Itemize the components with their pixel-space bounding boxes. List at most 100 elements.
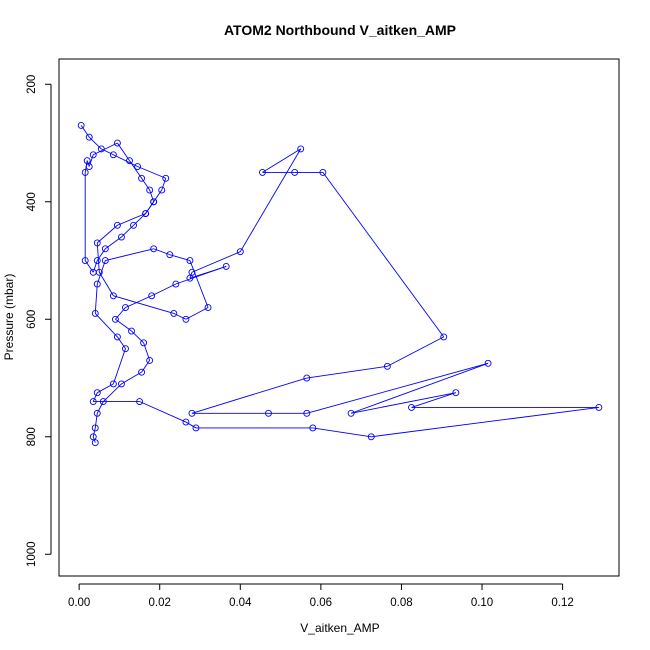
data-point (291, 168, 299, 176)
data-point (109, 380, 117, 388)
data-point (91, 424, 99, 432)
series-segment (151, 283, 177, 297)
data-point (130, 221, 137, 229)
data-point (347, 409, 355, 417)
data-point (136, 398, 144, 405)
series-segment (121, 224, 134, 238)
series-segment (306, 365, 388, 379)
data-point (93, 389, 101, 397)
series-segment (115, 307, 126, 320)
data-point (265, 409, 272, 417)
data-point (122, 345, 129, 353)
series-segment (411, 392, 456, 408)
data-point (383, 362, 391, 370)
series-segment (153, 189, 163, 203)
data-point (367, 433, 375, 441)
data-point (93, 409, 101, 417)
data-point (204, 304, 212, 311)
data-point (89, 433, 97, 441)
y-tick-label: 800 (26, 427, 38, 446)
series-segment (113, 154, 138, 167)
data-point (138, 174, 146, 182)
data-point (93, 239, 101, 247)
data-point (452, 389, 460, 397)
y-tick-label: 200 (26, 75, 38, 94)
series-segment (113, 295, 174, 314)
data-point (91, 439, 99, 447)
data-point (89, 151, 97, 159)
series-segment (173, 312, 187, 320)
series-segment (94, 413, 98, 429)
data-point (150, 198, 158, 206)
y-axis: 200 400 600 800 1000 (26, 75, 52, 567)
series-segment (80, 125, 90, 138)
data-point (83, 157, 91, 165)
series-segment (92, 427, 96, 437)
series-segment (312, 427, 372, 438)
data-point (109, 292, 117, 300)
series-segment (112, 348, 126, 385)
x-tick-label: 0.08 (390, 597, 412, 609)
series-segment (322, 172, 445, 338)
data-point (89, 398, 97, 405)
x-tick-label: 0.12 (551, 597, 573, 609)
plot-frame (58, 58, 620, 577)
data-point (77, 121, 85, 129)
plot-area (77, 121, 603, 447)
series-segment (117, 142, 130, 161)
data-point (188, 409, 196, 417)
series-segment (161, 178, 167, 191)
data-point (122, 304, 129, 311)
data-point (117, 233, 125, 241)
data-point (484, 359, 492, 367)
x-tick-label: 0.06 (310, 597, 332, 609)
data-point (126, 157, 133, 165)
y-tick-label: 1000 (26, 541, 38, 567)
series-segment (185, 307, 209, 320)
data-point (85, 133, 93, 141)
y-tick-label: 400 (26, 192, 38, 211)
data-point (170, 309, 178, 317)
data-point (146, 186, 154, 194)
series-segment (239, 148, 302, 252)
data-point (101, 245, 109, 253)
data-point (182, 418, 190, 426)
data-point (309, 424, 317, 432)
series-segment (191, 251, 241, 273)
data-point (166, 251, 174, 259)
data-point (142, 210, 150, 217)
chart-title: ATOM2 Northbound V_aitken_AMP (224, 22, 456, 38)
data-point (148, 292, 156, 300)
data-point (595, 403, 603, 411)
x-tick-label: 0.04 (229, 597, 252, 609)
data-point (117, 380, 125, 388)
series-segment (262, 148, 301, 173)
series-segment (189, 260, 209, 308)
series-segment (191, 377, 307, 414)
series-segment (141, 360, 151, 373)
series-segment (92, 392, 98, 402)
data-point (236, 248, 244, 256)
x-tick-label: 0.02 (149, 597, 171, 609)
series-segment (88, 154, 94, 167)
x-axis: 0.00 0.02 0.04 0.06 0.08 0.10 0.12 (68, 583, 574, 609)
data-point (222, 262, 230, 270)
data-point (113, 221, 121, 229)
x-tick-label: 0.10 (471, 597, 493, 609)
series-segment (121, 371, 142, 385)
data-point (259, 168, 266, 176)
series-segment (133, 213, 146, 226)
series-segment (145, 201, 155, 214)
series-segment (105, 248, 154, 261)
data-point (188, 268, 196, 276)
series-segment (94, 283, 98, 314)
data-point (186, 257, 194, 264)
series-segment (117, 213, 146, 226)
data-point (158, 186, 166, 194)
data-point (109, 151, 117, 159)
series-segment (84, 260, 94, 273)
data-point (93, 257, 101, 264)
data-point (192, 424, 200, 432)
series-segment (88, 136, 102, 150)
